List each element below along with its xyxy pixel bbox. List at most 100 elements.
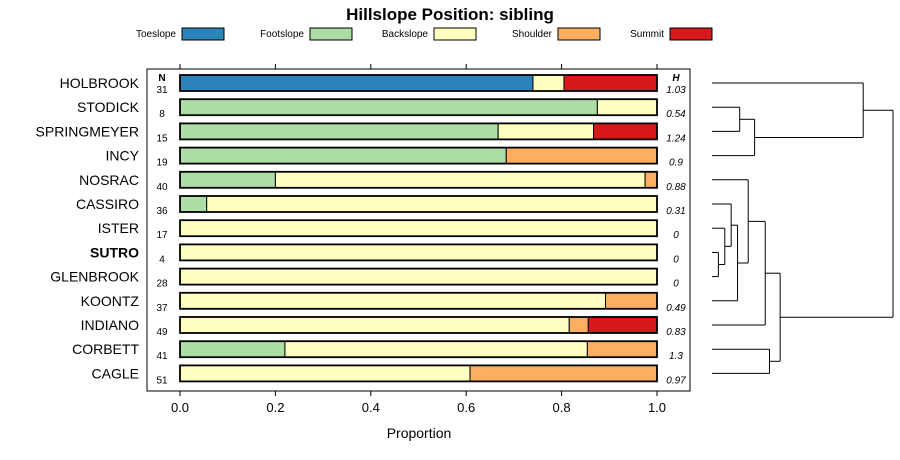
h-value: 0 [673,279,679,290]
bar-segment-nosrac-backslope [274,171,646,189]
bar-outline-glenbrook [179,267,658,286]
n-header: N [158,73,165,84]
category-label-indiano: INDIANO [81,317,139,333]
bar-segment-cassiro-backslope [206,195,658,213]
chart-title: Hillslope Position: sibling [346,5,554,24]
h-value: 0.9 [669,158,683,169]
bar-segment-koontz-backslope [179,292,606,310]
bar-segment-incy-footslope [179,147,507,165]
legend-label-shoulder: Shoulder [512,29,553,40]
bar-outline-ister [179,219,658,238]
bar-segment-cagle-backslope [179,364,471,382]
n-value: 37 [156,303,168,314]
h-header: H [672,73,680,84]
h-value: 0.31 [666,206,685,217]
bar-outline-indiano [179,316,658,334]
n-value: 51 [156,375,168,386]
legend: Toeslope Footslope Backslope Shoulder Summit [136,27,713,41]
x-tick-label: 0.0 [171,400,189,415]
bar-outline-cassiro [179,195,658,213]
plot-area: 0.0 0.2 0.4 0.6 0.8 1.0 N H HOLBROOK 31 1.03 STODIC… [36,64,691,415]
x-tick-label: 0.2 [266,400,284,415]
bar-segment-corbett-backslope [284,340,588,358]
n-value: 4 [159,254,165,265]
bar-segment-sutro-backslope [179,243,658,261]
n-value: 40 [156,182,168,193]
category-label-koontz: KOONTZ [81,293,140,309]
bar-segment-springmeyer-backslope [497,122,595,140]
x-axis-title: Proportion [387,425,452,441]
bar-segment-indiano-backslope [179,316,570,334]
h-value: 1.24 [666,133,686,144]
legend-label-backslope: Backslope [382,29,429,40]
x-tick-label: 0.8 [553,400,571,415]
bar-outline-springmeyer [179,122,658,141]
category-label-ister: ISTER [98,220,139,236]
bar-segment-incy-shoulder [505,147,658,165]
h-value: 0.54 [666,109,686,120]
bar-segment-holbrook-summit [563,74,658,92]
bar-outline-stodick [179,98,658,117]
category-label-cassiro: CASSIRO [76,196,139,212]
bar-segment-stodick-footslope [179,98,598,116]
legend-label-footslope: Footslope [260,29,304,40]
bar-segment-koontz-shoulder [604,292,658,310]
x-tick-label: 1.0 [648,400,666,415]
bar-segment-nosrac-shoulder [644,171,658,189]
bar-outline-holbrook [179,74,658,92]
bar-segment-cassiro-footslope [179,195,208,213]
h-value: 1.3 [669,351,683,362]
bar-segment-springmeyer-summit [593,122,658,140]
h-value: 0.97 [666,375,686,386]
h-value: 0.49 [666,303,686,314]
bar-segment-corbett-shoulder [586,340,658,358]
n-value: 41 [156,351,168,362]
bar-outline-koontz [179,291,658,310]
category-label-glenbrook: GLENBROOK [50,269,139,285]
n-value: 17 [156,230,168,241]
category-label-cagle: CAGLE [92,365,139,381]
legend-label-toeslope: Toeslope [136,29,176,40]
bar-segment-nosrac-footslope [179,171,276,189]
bar-segment-springmeyer-footslope [179,122,499,140]
legend-label-summit: Summit [630,29,664,40]
h-value: 0 [673,230,679,241]
bar-segment-holbrook-backslope [532,74,565,92]
bar-segment-indiano-summit [587,316,658,334]
bar-outline-nosrac [179,170,658,189]
bar-outline-sutro [179,243,658,262]
bar-outline-corbett [179,340,658,359]
h-value: 0.88 [666,182,686,193]
x-tick-label: 0.4 [362,400,380,415]
n-value: 36 [156,206,168,217]
dendrogram [712,82,894,374]
bar-segment-stodick-backslope [596,98,658,116]
category-label-nosrac: NOSRAC [79,172,139,188]
bar-segment-ister-backslope [179,219,658,237]
n-value: 8 [159,109,165,120]
h-value: 0 [673,254,679,265]
legend-swatch-summit [669,27,713,41]
category-label-corbett: CORBETT [72,341,139,357]
h-value: 0.83 [666,327,686,338]
n-value: 31 [156,85,168,96]
legend-swatch-toeslope [181,27,225,41]
x-tick-label: 0.6 [457,400,475,415]
category-label-incy: INCY [106,148,140,164]
category-label-holbrook: HOLBROOK [60,75,140,91]
bar-segment-holbrook-toeslope [179,74,534,92]
legend-swatch-backslope [433,27,477,41]
bar-segment-corbett-footslope [179,340,286,358]
bar-outline-incy [179,146,658,165]
category-label-sutro: SUTRO [90,244,139,260]
bar-segment-cagle-shoulder [469,364,658,382]
category-label-stodick: STODICK [77,99,140,115]
bar-segment-glenbrook-backslope [179,268,658,286]
bar-segment-indiano-shoulder [568,316,589,334]
legend-swatch-shoulder [557,27,601,41]
legend-swatch-footslope [309,27,353,41]
bar-outline-cagle [179,364,658,383]
n-value: 28 [156,279,168,290]
h-value: 1.03 [666,85,686,96]
